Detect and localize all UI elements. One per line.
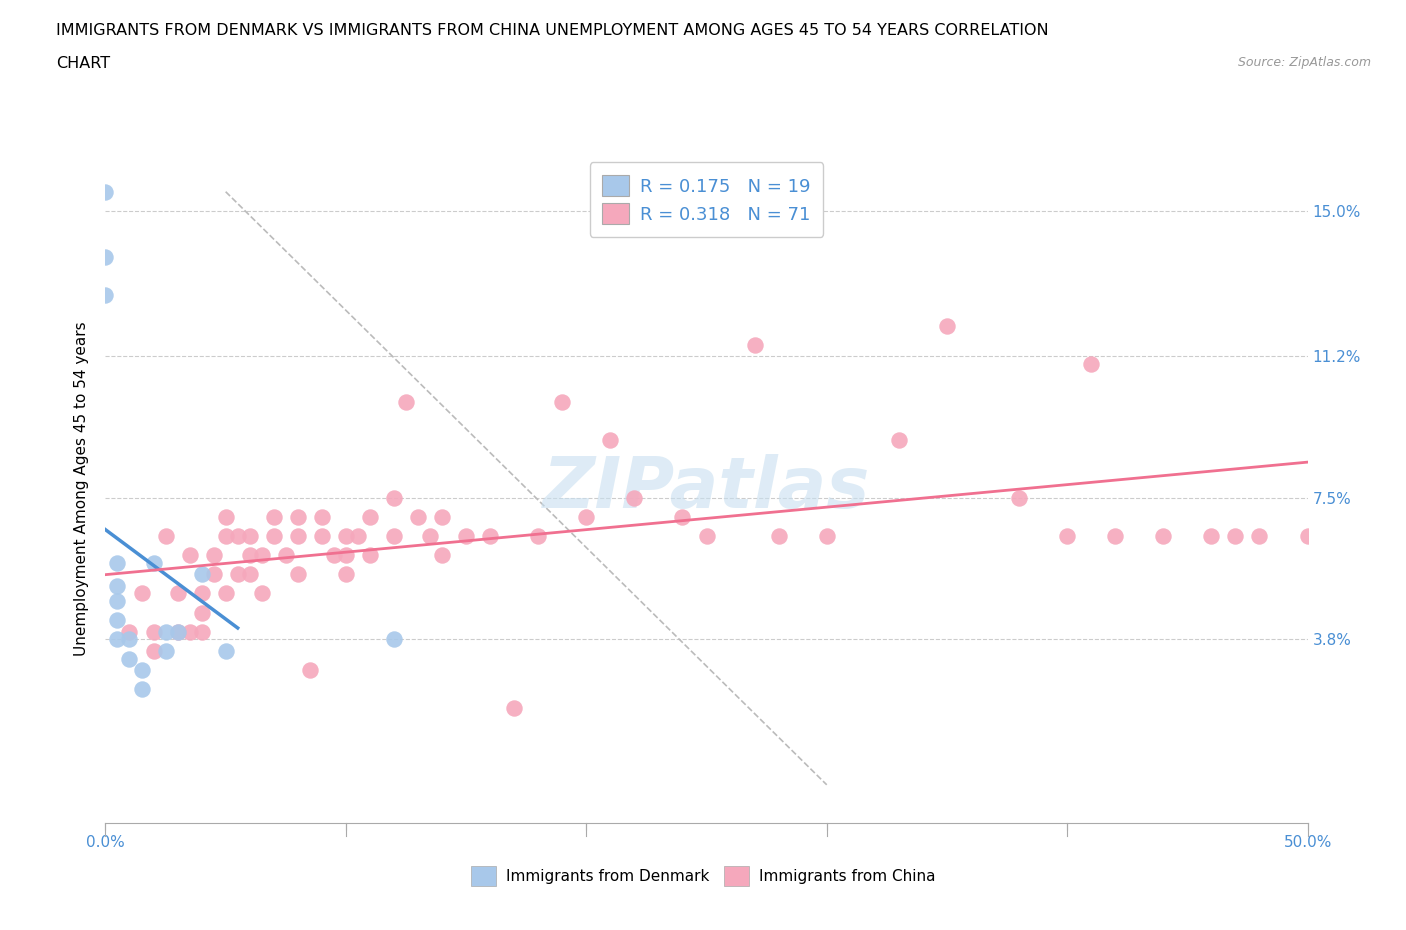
Point bbox=[395, 394, 418, 409]
Point bbox=[107, 555, 129, 570]
Point bbox=[311, 528, 333, 543]
Point bbox=[887, 433, 910, 448]
Point bbox=[226, 528, 249, 543]
Point bbox=[696, 528, 718, 543]
Point bbox=[107, 578, 129, 593]
Point bbox=[226, 567, 249, 582]
Point bbox=[107, 593, 129, 608]
Point bbox=[430, 548, 453, 563]
Point bbox=[155, 528, 177, 543]
Point bbox=[142, 644, 165, 658]
Point bbox=[202, 567, 225, 582]
Point bbox=[479, 528, 502, 543]
Point bbox=[359, 548, 381, 563]
Point bbox=[599, 433, 621, 448]
Text: Immigrants from Denmark: Immigrants from Denmark bbox=[506, 869, 710, 883]
Point bbox=[155, 644, 177, 658]
Point bbox=[287, 528, 309, 543]
Point bbox=[359, 510, 381, 525]
Point bbox=[274, 548, 297, 563]
Point bbox=[671, 510, 693, 525]
Point bbox=[214, 510, 236, 525]
Point bbox=[94, 184, 117, 199]
Point bbox=[166, 586, 188, 601]
Point bbox=[166, 624, 188, 639]
Point bbox=[239, 548, 262, 563]
Point bbox=[335, 567, 357, 582]
Point bbox=[287, 510, 309, 525]
Point bbox=[551, 394, 574, 409]
Text: CHART: CHART bbox=[56, 56, 110, 71]
Point bbox=[214, 586, 236, 601]
Point bbox=[1008, 490, 1031, 505]
Point bbox=[287, 567, 309, 582]
Point bbox=[768, 528, 790, 543]
Point bbox=[118, 624, 141, 639]
Point bbox=[107, 613, 129, 628]
Point bbox=[322, 548, 344, 563]
Point bbox=[503, 701, 526, 716]
Point bbox=[575, 510, 598, 525]
Point bbox=[623, 490, 645, 505]
Text: Source: ZipAtlas.com: Source: ZipAtlas.com bbox=[1237, 56, 1371, 69]
Point bbox=[190, 605, 212, 620]
Point bbox=[382, 528, 405, 543]
Point bbox=[335, 528, 357, 543]
Point bbox=[1249, 528, 1271, 543]
Point bbox=[131, 586, 153, 601]
Point bbox=[190, 567, 212, 582]
Point bbox=[298, 662, 321, 677]
Point bbox=[1104, 528, 1126, 543]
Legend: R = 0.175   N = 19, R = 0.318   N = 71: R = 0.175 N = 19, R = 0.318 N = 71 bbox=[589, 163, 824, 237]
Point bbox=[94, 249, 117, 264]
Point bbox=[263, 510, 285, 525]
Point bbox=[454, 528, 477, 543]
Point bbox=[131, 682, 153, 697]
Point bbox=[1296, 528, 1319, 543]
Point bbox=[815, 528, 838, 543]
Point bbox=[190, 624, 212, 639]
Point bbox=[214, 644, 236, 658]
Point bbox=[406, 510, 429, 525]
Point bbox=[382, 632, 405, 647]
Point bbox=[1056, 528, 1078, 543]
Text: IMMIGRANTS FROM DENMARK VS IMMIGRANTS FROM CHINA UNEMPLOYMENT AMONG AGES 45 TO 5: IMMIGRANTS FROM DENMARK VS IMMIGRANTS FR… bbox=[56, 23, 1049, 38]
Point bbox=[131, 662, 153, 677]
Point bbox=[166, 624, 188, 639]
Point bbox=[936, 318, 959, 333]
Point bbox=[179, 548, 201, 563]
Point bbox=[382, 490, 405, 505]
Point bbox=[142, 555, 165, 570]
Point bbox=[1152, 528, 1174, 543]
Point bbox=[239, 528, 262, 543]
Point bbox=[744, 338, 766, 352]
Point bbox=[250, 548, 273, 563]
Point bbox=[527, 528, 550, 543]
Point bbox=[118, 651, 141, 666]
Point bbox=[202, 548, 225, 563]
Point bbox=[347, 528, 370, 543]
Point bbox=[94, 287, 117, 302]
Point bbox=[335, 548, 357, 563]
Text: ZIPatlas: ZIPatlas bbox=[543, 454, 870, 523]
Point bbox=[214, 528, 236, 543]
Y-axis label: Unemployment Among Ages 45 to 54 years: Unemployment Among Ages 45 to 54 years bbox=[75, 321, 90, 656]
Point bbox=[239, 567, 262, 582]
Text: Immigrants from China: Immigrants from China bbox=[759, 869, 936, 883]
Point bbox=[311, 510, 333, 525]
Point bbox=[179, 624, 201, 639]
Point bbox=[1201, 528, 1223, 543]
Point bbox=[419, 528, 441, 543]
Point bbox=[263, 528, 285, 543]
Point bbox=[155, 624, 177, 639]
Point bbox=[142, 624, 165, 639]
Point bbox=[190, 586, 212, 601]
Point bbox=[107, 632, 129, 647]
Point bbox=[118, 632, 141, 647]
Point bbox=[1080, 356, 1102, 371]
Point bbox=[250, 586, 273, 601]
Point bbox=[1225, 528, 1247, 543]
Point bbox=[430, 510, 453, 525]
